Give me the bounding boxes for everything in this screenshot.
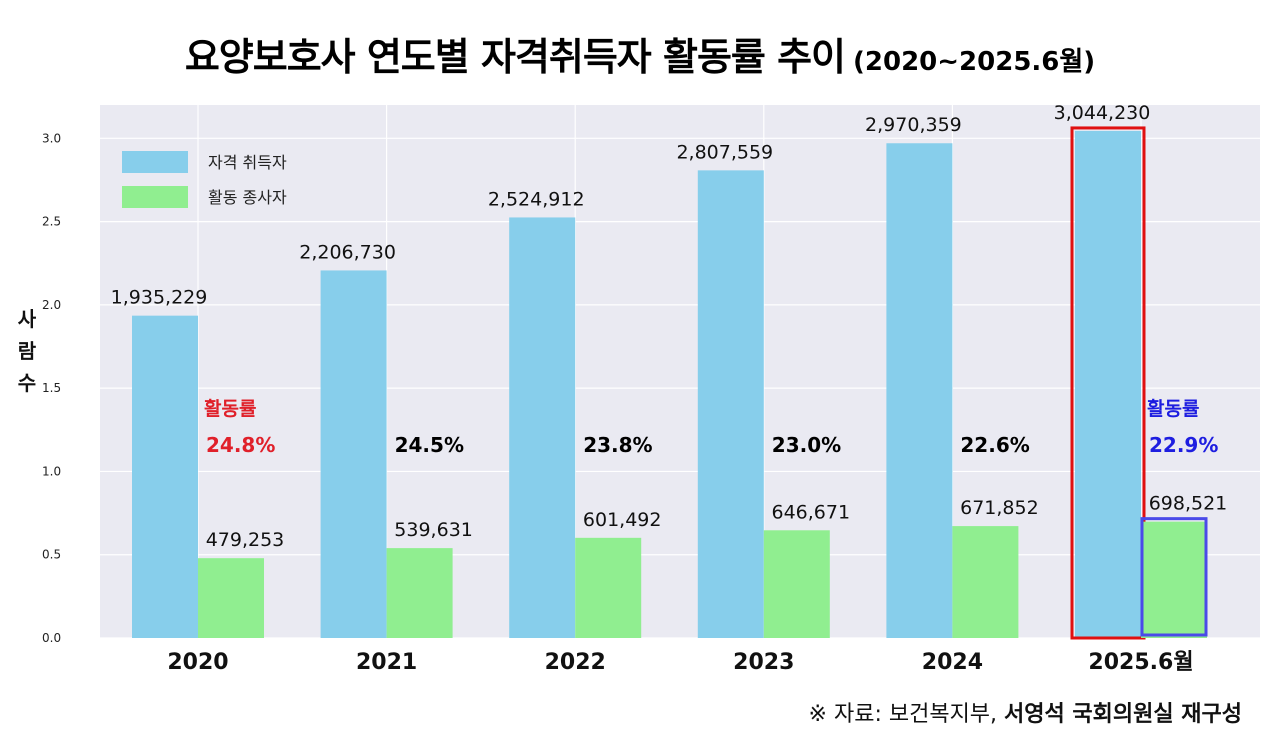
y-tick-label: 3.0	[42, 131, 61, 145]
chart-title-block: 요양보호사 연도별 자격취득자 활동률 추이 (2020~2025.6월)	[0, 26, 1280, 81]
activity-rate: 22.6%	[960, 433, 1029, 457]
y-tick-label: 2.5	[42, 215, 61, 229]
bar-label-qualified: 2,807,559	[676, 141, 773, 163]
y-tick-label: 1.0	[42, 464, 61, 478]
activity-rate: 24.5%	[395, 433, 464, 457]
y-axis-label-char: 수	[18, 371, 36, 395]
y-axis-label-char: 람	[18, 339, 37, 363]
source-prefix: ※ 자료: 보건복지부,	[808, 702, 1005, 727]
x-tick-label: 2023	[733, 650, 794, 675]
activity-rate: 24.8%	[206, 433, 275, 457]
x-tick-label: 2020	[167, 650, 228, 675]
bar-qualified	[886, 143, 953, 638]
y-axis-label-char: 사	[18, 307, 37, 331]
y-tick-label: 0.0	[42, 631, 61, 645]
bar-qualified	[1075, 130, 1141, 638]
bar-label-qualified: 3,044,230	[1054, 102, 1151, 124]
activity-rate: 23.0%	[772, 433, 841, 457]
x-tick-label: 2022	[545, 650, 606, 675]
x-tick-label: 2025.6월	[1088, 650, 1193, 675]
legend-swatch-active	[122, 186, 188, 208]
activity-rate: 22.9%	[1149, 433, 1218, 457]
bar-label-qualified: 2,206,730	[299, 241, 396, 263]
plot-area	[100, 105, 1260, 638]
bar-qualified	[320, 270, 387, 638]
bar-label-active: 671,852	[960, 497, 1039, 519]
y-tick-label: 1.5	[42, 381, 61, 395]
bar-label-qualified: 2,970,359	[865, 114, 962, 136]
y-tick-label: 0.5	[42, 548, 61, 562]
rate-label: 활동률	[1147, 398, 1199, 420]
x-tick-label: 2024	[922, 650, 983, 675]
source-emphasis: 서영석 국회의원실 재구성	[1004, 702, 1242, 727]
rate-label: 활동률	[204, 398, 256, 420]
bar-qualified	[132, 315, 198, 638]
bar-label-active: 698,521	[1149, 493, 1228, 515]
bar-active	[198, 558, 264, 638]
legend-swatch-qualified	[122, 151, 188, 173]
bar-active	[575, 537, 642, 638]
bar-active	[763, 530, 830, 638]
x-tick-label: 2021	[356, 650, 417, 675]
bar-label-active: 601,492	[583, 509, 662, 531]
bar-label-qualified: 1,935,229	[111, 287, 208, 309]
bar-label-active: 479,253	[206, 529, 285, 551]
bar-active	[386, 548, 453, 638]
chart-title: 요양보호사 연도별 자격취득자 활동률 추이	[184, 35, 846, 79]
source-note: ※ 자료: 보건복지부, 서영석 국회의원실 재구성	[809, 696, 1242, 728]
highlight-box-qualified	[1070, 126, 1146, 640]
bar-active	[952, 526, 1019, 638]
legend-label-qualified: 자격 취득자	[208, 153, 287, 172]
y-tick-label: 2.0	[42, 298, 61, 312]
activity-rate: 23.8%	[583, 433, 652, 457]
bar-label-active: 539,631	[394, 519, 473, 541]
highlight-box-active	[1140, 517, 1208, 637]
bar-qualified	[509, 217, 576, 639]
bar-label-active: 646,671	[772, 501, 851, 523]
bar-active	[1141, 521, 1207, 638]
bar-qualified	[697, 170, 764, 638]
legend-label-active: 활동 종사자	[208, 188, 287, 207]
bar-label-qualified: 2,524,912	[488, 188, 585, 210]
chart-subtitle: (2020~2025.6월)	[853, 47, 1096, 77]
